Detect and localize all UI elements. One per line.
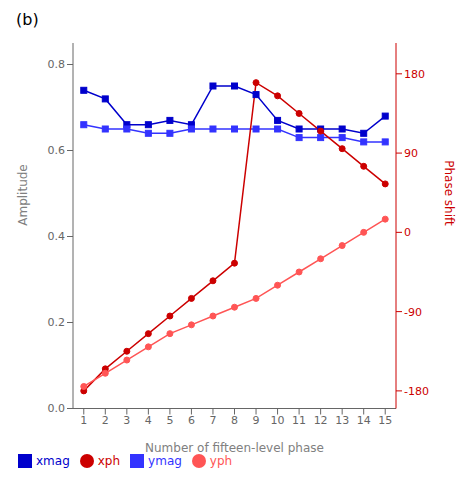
- svg-text:0.4: 0.4: [48, 230, 66, 243]
- svg-text:3: 3: [123, 414, 130, 427]
- svg-text:0.2: 0.2: [48, 316, 66, 329]
- svg-text:Phase shift: Phase shift: [442, 160, 456, 226]
- svg-text:7: 7: [209, 414, 216, 427]
- svg-text:Amplitude: Amplitude: [16, 164, 30, 226]
- svg-text:-90: -90: [404, 306, 422, 319]
- svg-text:-180: -180: [404, 385, 429, 398]
- svg-text:1: 1: [80, 414, 87, 427]
- svg-text:12: 12: [314, 414, 328, 427]
- html-text:(b): (b): [16, 10, 39, 29]
- svg-text:Number of fifteen-level phase: Number of fifteen-level phase: [145, 441, 324, 455]
- svg-text:11: 11: [292, 414, 306, 427]
- svg-text:0.6: 0.6: [48, 144, 66, 157]
- html-text:yph: yph: [209, 453, 233, 468]
- svg-text:4: 4: [145, 414, 152, 427]
- svg-text:0.0: 0.0: [48, 402, 66, 415]
- svg-text:15: 15: [378, 414, 392, 427]
- svg-text:0: 0: [404, 226, 411, 239]
- svg-text:2: 2: [102, 414, 109, 427]
- svg-text:9: 9: [253, 414, 260, 427]
- svg-text:13: 13: [335, 414, 349, 427]
- svg-text:6: 6: [188, 414, 195, 427]
- svg-text:180: 180: [404, 68, 425, 81]
- svg-text:10: 10: [271, 414, 285, 427]
- svg-text:0.8: 0.8: [48, 58, 66, 71]
- html-text:xmag: xmag: [36, 453, 70, 468]
- html-text:xph: xph: [97, 453, 121, 468]
- svg-text:90: 90: [404, 147, 418, 160]
- svg-text:8: 8: [231, 414, 238, 427]
- svg-text:5: 5: [166, 414, 173, 427]
- html-text:ymag: ymag: [148, 453, 182, 468]
- svg-text:14: 14: [357, 414, 371, 427]
